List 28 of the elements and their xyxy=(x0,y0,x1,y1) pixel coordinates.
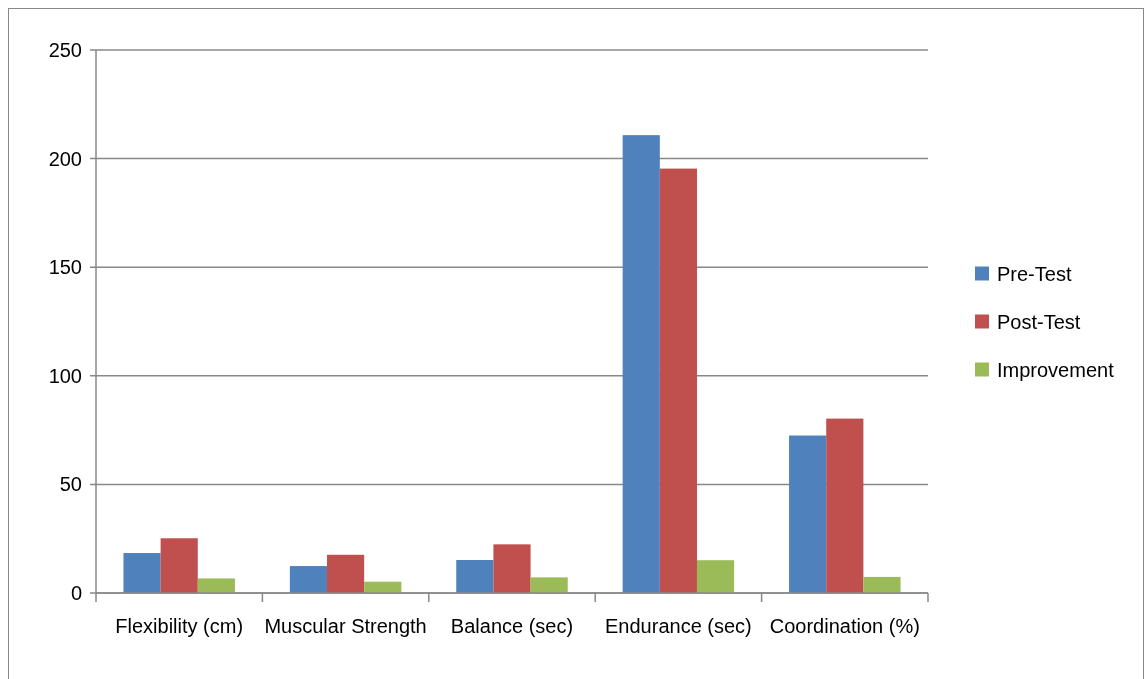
bar xyxy=(456,559,494,593)
y-tick-label: 100 xyxy=(48,364,82,387)
bar xyxy=(826,418,864,593)
y-tick-label: 50 xyxy=(59,473,82,496)
bar xyxy=(659,168,697,593)
x-tick-label: Coordination (%) xyxy=(769,615,920,637)
bar xyxy=(289,566,328,593)
bar xyxy=(530,577,568,593)
x-tick-label: Flexibility (cm) xyxy=(115,615,244,637)
x-tick-label: Balance (sec) xyxy=(450,615,574,637)
legend-label: Post-Test xyxy=(997,310,1081,333)
bar xyxy=(327,554,365,593)
legend-label: Pre-Test xyxy=(997,262,1072,285)
bar xyxy=(160,538,198,593)
bar xyxy=(789,435,827,593)
bar xyxy=(123,553,161,593)
y-tick-label: 150 xyxy=(48,256,82,279)
bar xyxy=(622,135,660,593)
y-tick-label: 250 xyxy=(48,39,82,61)
x-tick-label: Endurance (sec) xyxy=(605,615,752,637)
x-tick-label: Muscular Strength xyxy=(264,615,427,637)
y-tick-label: 200 xyxy=(48,147,82,170)
bar xyxy=(197,578,235,593)
bar xyxy=(863,576,901,593)
legend-label: Improvement xyxy=(997,358,1115,381)
y-tick-label: 0 xyxy=(70,582,82,604)
bar xyxy=(696,560,735,593)
bar xyxy=(493,544,531,593)
